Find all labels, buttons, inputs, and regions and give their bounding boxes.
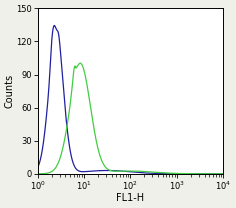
X-axis label: FL1-H: FL1-H	[116, 193, 144, 203]
Y-axis label: Counts: Counts	[5, 74, 15, 108]
